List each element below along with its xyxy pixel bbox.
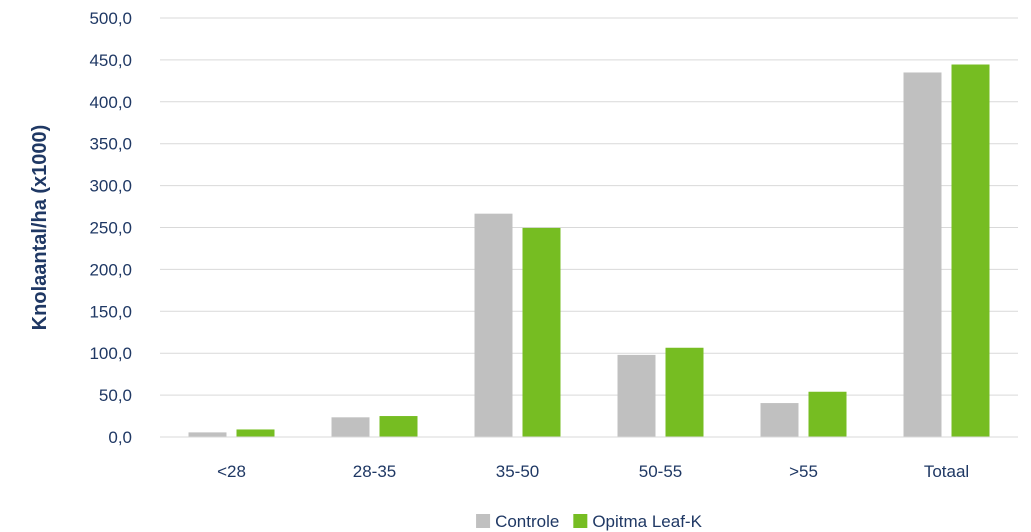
- y-tick-label: 350,0: [89, 135, 132, 154]
- bar-opitma-leaf-k: [951, 64, 990, 437]
- y-tick-label: 100,0: [89, 344, 132, 363]
- legend-label: Opitma Leaf-K: [592, 512, 702, 531]
- x-category-label: >55: [789, 462, 818, 481]
- gridlines: [160, 17, 1018, 396]
- y-tick-label: 200,0: [89, 260, 132, 279]
- y-tick-label: 250,0: [89, 219, 132, 238]
- y-axis-title: Knolaantal/ha (x1000): [29, 125, 51, 331]
- legend: Controle Opitma Leaf-K: [476, 512, 703, 531]
- legend-swatch: [573, 514, 588, 528]
- bars: [188, 64, 990, 437]
- bar-opitma-leaf-k: [665, 347, 704, 437]
- y-tick-label: 300,0: [89, 177, 132, 196]
- x-axis-category-labels: <28 28-35 35-50 50-55 >55 Totaal: [217, 462, 969, 481]
- bar-controle: [760, 403, 799, 437]
- bar-opitma-leaf-k: [379, 416, 418, 437]
- x-category-label: <28: [217, 462, 246, 481]
- legend-item: Opitma Leaf-K: [573, 512, 703, 531]
- legend-swatch: [476, 514, 491, 528]
- bar-controle: [903, 72, 942, 437]
- bar-controle: [617, 354, 656, 437]
- y-tick-label: 450,0: [89, 51, 132, 70]
- x-category-label: Totaal: [924, 462, 969, 481]
- y-tick-label: 50,0: [99, 386, 132, 405]
- x-category-label: 50-55: [639, 462, 682, 481]
- bar-controle: [188, 432, 227, 437]
- bar-opitma-leaf-k: [808, 391, 847, 437]
- x-category-label: 35-50: [496, 462, 539, 481]
- y-tick-label: 150,0: [89, 302, 132, 321]
- bar-opitma-leaf-k: [236, 429, 275, 437]
- y-tick-label: 500,0: [89, 9, 132, 28]
- y-axis-tick-labels: 0,0 50,0 100,0 150,0 200,0 250,0 300,0 350,0 400…: [89, 9, 132, 447]
- bar-controle: [331, 417, 370, 437]
- y-tick-label: 400,0: [89, 93, 132, 112]
- legend-item: Controle: [476, 512, 559, 531]
- bar-opitma-leaf-k: [522, 227, 561, 437]
- x-category-label: 28-35: [353, 462, 396, 481]
- legend-label: Controle: [495, 512, 559, 531]
- y-tick-label: 0,0: [108, 428, 132, 447]
- bar-controle: [474, 213, 513, 437]
